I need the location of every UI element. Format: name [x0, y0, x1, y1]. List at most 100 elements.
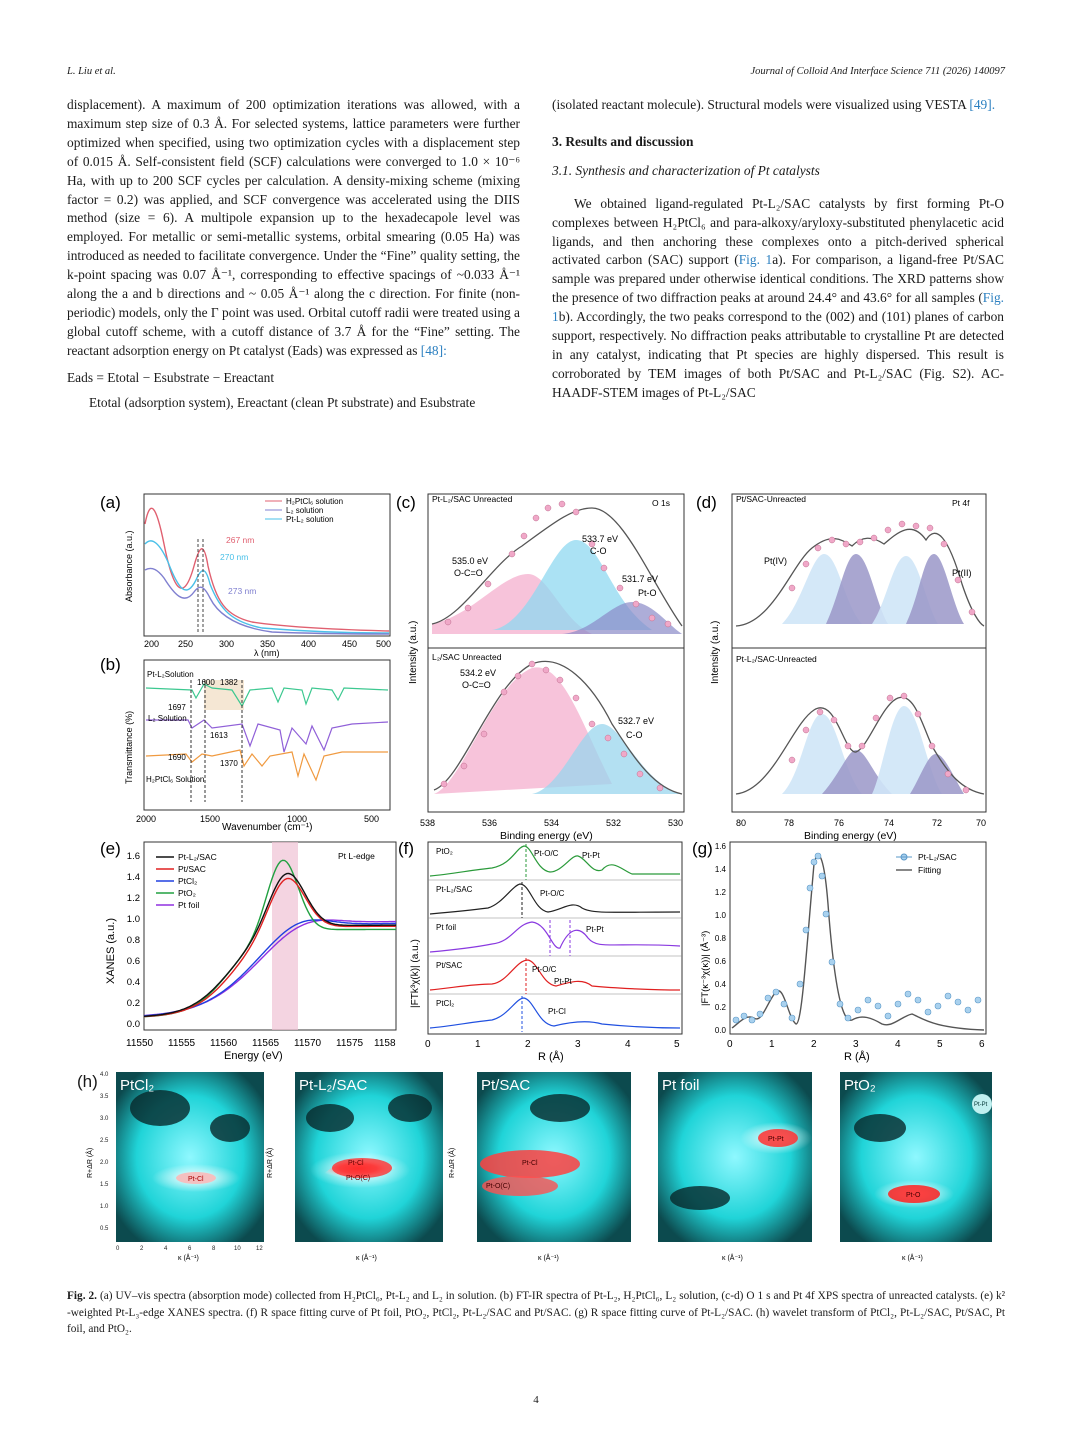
panel-f-frame	[427, 841, 683, 1035]
panel-d-label: (d)	[696, 493, 717, 512]
e-xticks: 11550 11555 11560 11565 11570 11575 1158	[126, 1038, 396, 1049]
wt-map-ptfoil: Pt foil Pt-Pt	[658, 1072, 812, 1242]
panel-e-label: (e)	[100, 839, 121, 858]
f-curve-ptsac	[429, 959, 681, 991]
a-curve-pt-l2	[144, 540, 390, 634]
panel-h-label: (h)	[77, 1072, 98, 1091]
wt-map-ptl2sac: Pt-L₂/SAC Pt-Cl Pt-O(C)	[295, 1072, 443, 1242]
g-data-points	[732, 852, 982, 1024]
svg-text:PtO₂: PtO₂	[436, 847, 453, 856]
svg-text:1: 1	[475, 1039, 481, 1050]
wt-title-5: PtO₂	[844, 1077, 876, 1094]
a-xtick-1: 250	[178, 639, 193, 649]
page-number: 4	[533, 1394, 539, 1406]
e-yticks: 0.0 0.2 0.4 0.6 0.8 1.0 1.2 1.4 1.6	[127, 851, 140, 1030]
svg-text:0.2: 0.2	[127, 998, 140, 1009]
g-legend-1: Pt-L₂/SAC	[918, 852, 957, 862]
f-curve-ptl2sac	[429, 883, 681, 915]
svg-text:0.4: 0.4	[127, 977, 140, 988]
a-ylabel: Absorbance (a.u.)	[124, 530, 134, 602]
b-ann-1690: 1690	[168, 753, 186, 762]
svg-text:2: 2	[811, 1039, 817, 1050]
right-paragraph-1: We obtained ligand-regulated Pt-L₂/SAC c…	[552, 195, 1004, 400]
d-title-bot: Pt-L₂/SAC-Unreacted	[736, 654, 817, 664]
wt-title-2: Pt-L₂/SAC	[299, 1077, 368, 1094]
ref-48-link[interactable]: [48]:	[420, 342, 447, 358]
wt-axes: 4.0 3.5 3.0 2.5 2.0 1.5 1.0 0.5 0 2 4 6 …	[100, 1072, 263, 1252]
e-legend-4: PtO₂	[178, 888, 196, 898]
svg-text:Pt-O/C: Pt-O/C	[532, 965, 557, 974]
svg-text:1.0: 1.0	[100, 1204, 109, 1210]
fig1-link-a[interactable]: Fig. 1	[738, 252, 773, 268]
panel-b-frame	[143, 659, 391, 811]
f-curve-ptfoil	[429, 921, 681, 953]
f-xticks: 0 1 2 3 4 5	[425, 1039, 680, 1050]
svg-text:10: 10	[234, 1246, 241, 1252]
running-journal: Journal of Colloid And Interface Science…	[750, 66, 1005, 77]
wt-ann-4: Pt-Pt	[768, 1136, 784, 1143]
wt-ann-3a: Pt-Cl	[522, 1160, 538, 1167]
g-xlabel: R (Å)	[844, 1050, 870, 1063]
b-label-l2: L₂ Solution	[148, 714, 187, 723]
svg-text:11550: 11550	[126, 1038, 154, 1049]
svg-text:0: 0	[727, 1039, 733, 1050]
c-xlabel: Binding energy (eV)	[500, 830, 593, 842]
wt-ylabel-3: R+ΔR (Å)	[447, 1148, 456, 1178]
right-paragraph-0: (isolated reactant molecule). Structural…	[552, 97, 996, 112]
b-ann-1697: 1697	[168, 703, 186, 712]
svg-text:PtCl₂: PtCl₂	[436, 999, 454, 1008]
b-xtick-1: 1500	[200, 814, 220, 824]
svg-text:2.0: 2.0	[100, 1160, 109, 1166]
wt-ann-1: Pt-Cl	[188, 1176, 204, 1183]
f-curve-pto2	[429, 845, 680, 877]
svg-text:12: 12	[256, 1246, 263, 1252]
panel-a-label: (a)	[100, 493, 121, 512]
c-envelope-top	[431, 507, 683, 627]
wt-title-3: Pt/SAC	[481, 1077, 530, 1094]
c-ann-co: C-O	[590, 546, 607, 556]
d-envelope-top	[735, 528, 985, 627]
e-line-ptsac	[143, 877, 396, 1018]
d-xtick-3: 74	[884, 818, 894, 828]
b-label-h2ptcl6: H₂PtCl₆ Solution	[146, 775, 204, 784]
b-curve-h2ptcl6	[145, 749, 388, 782]
svg-text:4: 4	[895, 1039, 901, 1050]
wt-map-pto2: PtO₂ Pt-O Pt-Pt	[840, 1072, 992, 1242]
svg-text:1.4: 1.4	[715, 865, 727, 874]
c-title-bot: L₂/SAC Unreacted	[432, 652, 502, 662]
b-ann-1613: 1613	[210, 731, 228, 740]
svg-text:2.5: 2.5	[100, 1138, 109, 1144]
f-row-labels: PtO₂ Pt-L₂/SAC Pt foil Pt/SAC PtCl₂	[436, 847, 473, 1008]
caption-text: (a) UV–vis spectra (absorption mode) col…	[67, 1290, 1005, 1336]
wt-xlabel-1: κ (Å⁻¹)	[178, 1253, 199, 1262]
svg-text:11570: 11570	[294, 1038, 322, 1049]
panel-a-frame	[143, 493, 391, 637]
b-shaded-band	[204, 680, 244, 710]
fig1-link-b[interactable]: Fig. 1	[552, 290, 1004, 325]
ref-49-link[interactable]: [49].	[969, 97, 996, 112]
c-ann-5337: 533.7 eV	[582, 534, 618, 544]
wt-ann-5b: Pt-Pt	[974, 1102, 988, 1108]
figure-2-svg: (a) H₂PtCl₆ solution L₂ solution Pt-L₂ s…	[100, 493, 987, 1063]
svg-text:2: 2	[525, 1039, 531, 1050]
a-legend-1: H₂PtCl₆ solution	[286, 497, 343, 506]
b-curve-l2	[146, 719, 389, 753]
svg-text:0.0: 0.0	[127, 1019, 140, 1030]
svg-text:1.5: 1.5	[100, 1182, 109, 1188]
wt-map-ptsac: Pt/SAC Pt-Cl Pt-O(C)	[477, 1072, 631, 1242]
wt-xlabel-4: κ (Å⁻¹)	[722, 1253, 743, 1262]
left-paragraph-2: Etotal (adsorption system), Ereactant (c…	[89, 394, 476, 410]
svg-text:Pt-Cl: Pt-Cl	[548, 1007, 566, 1016]
svg-text:1.6: 1.6	[715, 842, 727, 851]
wt-map-ptcl2: PtCl₂ Pt-Cl	[116, 1072, 264, 1242]
a-legend-3: Pt-L₂ solution	[286, 515, 334, 524]
svg-text:1: 1	[769, 1039, 775, 1050]
c-ann-oco: O-C=O	[454, 568, 483, 578]
right-column: (isolated reactant molecule). Structural…	[552, 96, 1004, 403]
svg-text:0.6: 0.6	[127, 956, 140, 967]
e-line-ptfoil	[143, 919, 396, 1017]
panel-b-label: (b)	[100, 655, 121, 674]
panel-f: (f) PtO₂ Pt-L₂/SAC Pt foil Pt/SAC PtCl₂ …	[398, 839, 683, 1063]
d-ann-ptii: Pt(II)	[952, 568, 972, 578]
d-xlabel: Binding energy (eV)	[804, 830, 897, 842]
